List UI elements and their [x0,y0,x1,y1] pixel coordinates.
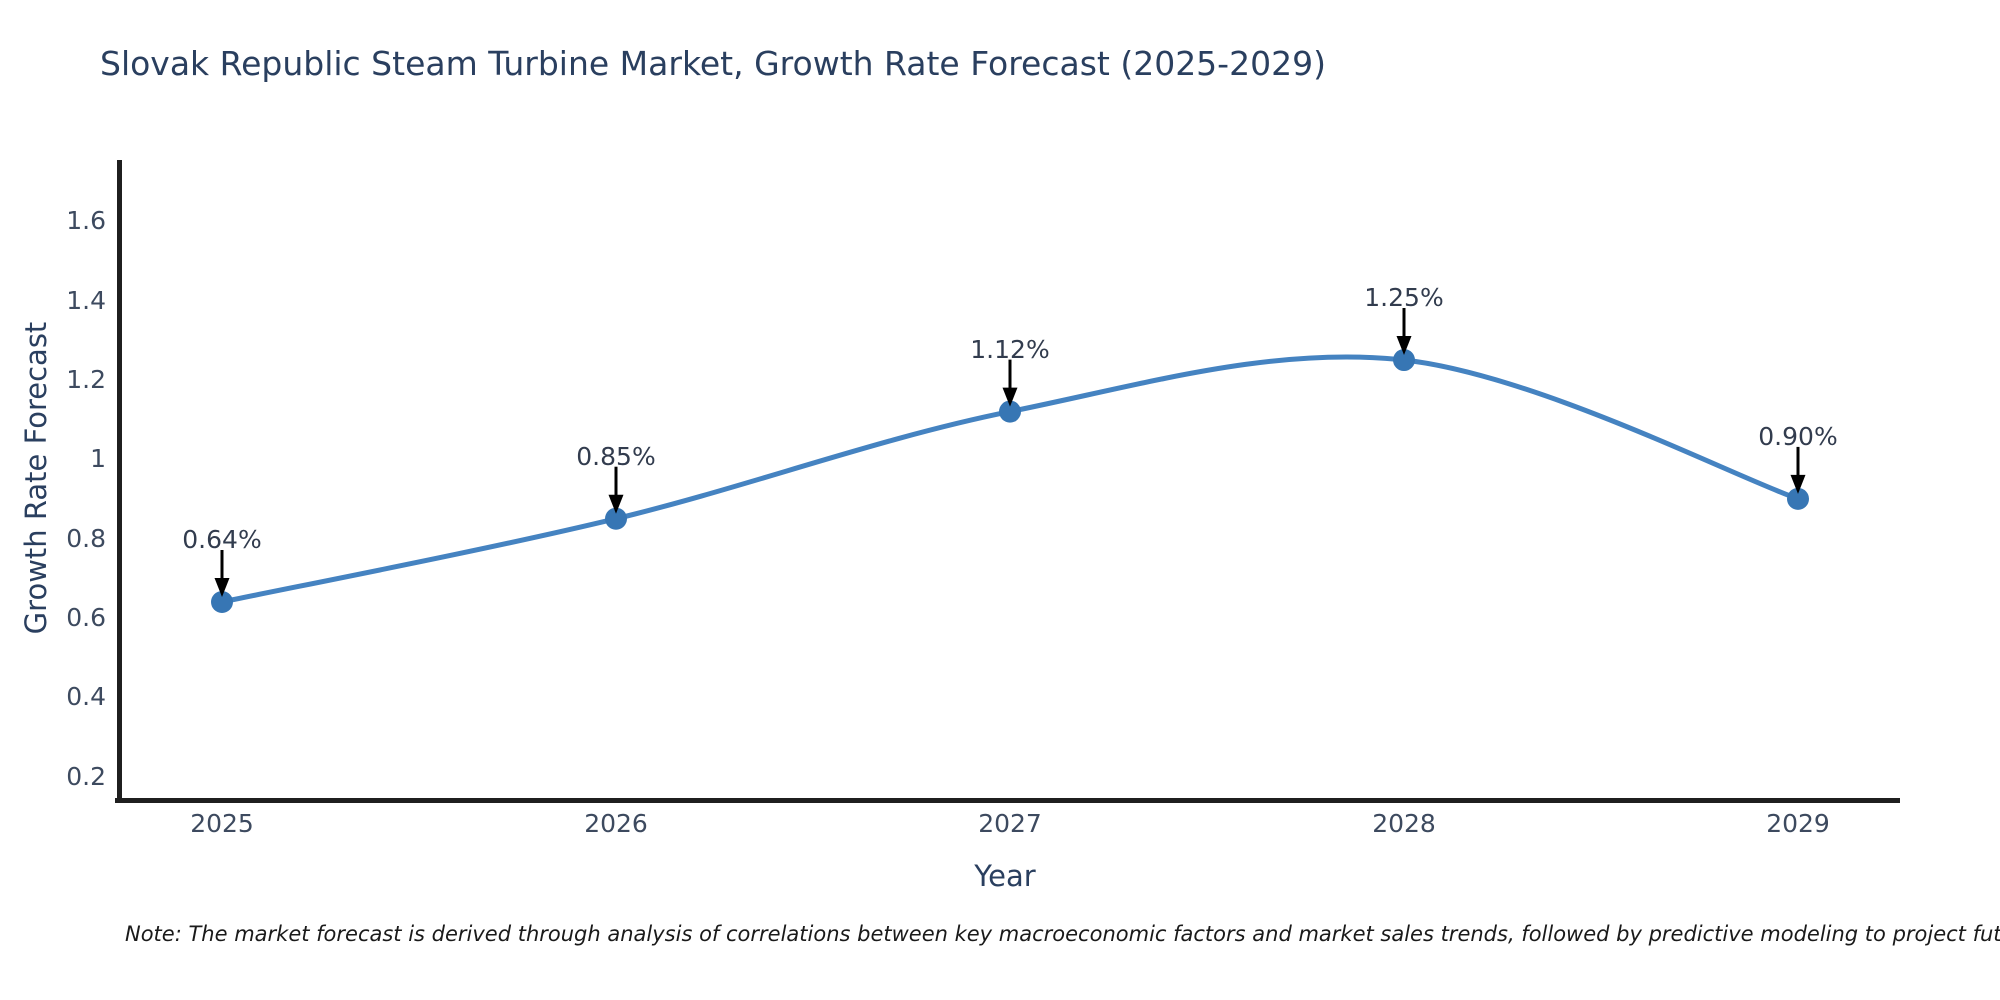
annotation-arrowhead [1790,474,1806,494]
chart-title: Slovak Republic Steam Turbine Market, Gr… [100,44,1326,83]
data-point-marker [1393,349,1415,372]
x-tick-label: 2029 [1766,809,1830,838]
data-point-marker [605,507,627,530]
annotation-arrowhead [608,494,624,514]
x-axis-spine [115,798,1900,803]
y-tick-label: 0.8 [66,523,106,553]
x-tick-label: 2028 [1372,809,1436,838]
x-tick-label: 2027 [978,809,1042,838]
y-tick-label: 0.6 [66,602,106,632]
annotation-arrowhead [1002,387,1018,407]
point-annotation: 0.90% [1758,421,1838,451]
y-tick-label: 1.4 [66,285,106,315]
annotation-arrowhead [214,578,230,597]
annotation-arrowhead [1396,336,1412,355]
data-point-marker [211,591,233,614]
x-tick-label: 2025 [190,809,254,838]
y-axis-title: Growth Rate Forecast [19,321,53,635]
y-tick-label: 1.2 [66,364,106,394]
y-tick-label: 0.4 [66,682,106,712]
y-tick-label: 1.6 [66,206,106,236]
point-annotation: 1.25% [1364,283,1444,312]
x-tick-label: 2026 [584,809,648,838]
point-annotation: 0.85% [576,441,656,471]
y-axis-spine [117,160,122,803]
point-annotation: 0.64% [182,525,262,554]
x-axis-title: Year [974,859,1036,893]
point-annotation: 1.12% [970,334,1050,364]
y-tick-label: 1 [90,444,106,474]
footnote: Note: The market forecast is derived thr… [125,922,2000,946]
data-point-marker [999,400,1021,423]
data-point-marker [1787,487,1809,510]
y-tick-label: 0.2 [66,761,106,791]
